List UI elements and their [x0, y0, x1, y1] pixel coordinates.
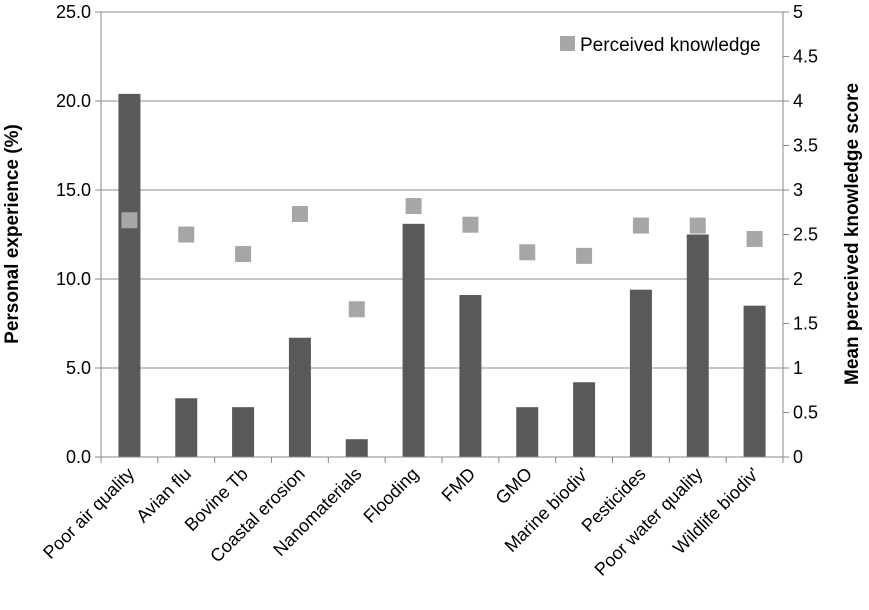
knowledge-point	[462, 216, 479, 233]
y-tick-label: 15.0	[56, 180, 91, 200]
bar-poor-water-quality	[686, 234, 709, 457]
y-axis-title: Personal experience (%)	[2, 124, 23, 344]
bar-pesticides	[629, 289, 652, 457]
y2-axis-title: Mean perceived knowledge score	[842, 83, 863, 385]
knowledge-point	[291, 206, 308, 223]
knowledge-markers	[121, 198, 763, 318]
bar-coastal-erosion	[288, 337, 311, 457]
knowledge-point	[235, 246, 252, 263]
y2-tick-label: 1	[793, 358, 803, 378]
y-tick-label: 20.0	[56, 91, 91, 111]
y-tick-label: 25.0	[56, 2, 91, 22]
bar-avian-flu	[175, 398, 198, 457]
y2-tick-label: 4	[793, 91, 803, 111]
y-tick-label: 5.0	[66, 358, 91, 378]
category-label: Poor water quality	[591, 464, 707, 580]
y-tick-label: 10.0	[56, 269, 91, 289]
y2-tick-label: 4.5	[793, 47, 818, 67]
bar-nanomaterials	[345, 439, 368, 457]
knowledge-point	[121, 212, 138, 229]
knowledge-point	[178, 226, 195, 243]
legend-label: Perceived knowledge	[580, 35, 761, 56]
y2-tick-label: 5	[793, 2, 803, 22]
bar-marine-biodiv	[573, 382, 596, 457]
bar-wildlife-biodiv	[743, 305, 766, 457]
y-tick-label: 0.0	[66, 447, 91, 467]
knowledge-point	[576, 247, 593, 264]
bar-bovine-tb	[232, 407, 255, 457]
bars	[118, 93, 766, 457]
category-label: Poor air quality	[39, 464, 138, 563]
category-label: GMO	[492, 464, 537, 509]
y2-tick-label: 3.5	[793, 136, 818, 156]
knowledge-point	[348, 301, 365, 318]
knowledge-point	[632, 217, 649, 234]
knowledge-point	[405, 198, 422, 215]
category-label: FMD	[438, 464, 480, 506]
y2-tick-label: 2.5	[793, 225, 818, 245]
bar-fmd	[459, 295, 482, 457]
bar-gmo	[516, 407, 539, 457]
gridlines	[101, 11, 783, 369]
y2-tick-label: 2	[793, 269, 803, 289]
y2-tick-label: 0	[793, 447, 803, 467]
legend-marker	[560, 36, 575, 51]
y2-tick-label: 1.5	[793, 314, 818, 334]
tick-labels: 0.0 5.0 10.0 15.0 20.0 25.0 0 0.5 1 1.5 2 2.5 3 3.5 4 4…	[56, 2, 818, 467]
y2-tick-label: 0.5	[793, 403, 818, 423]
axes	[100, 12, 784, 458]
bar-flooding	[402, 223, 425, 457]
category-label: Flooding	[359, 464, 422, 527]
knowledge-point	[746, 230, 763, 247]
bar-poor-air-quality	[118, 93, 141, 457]
legend: Perceived knowledge	[560, 35, 761, 56]
y2-tick-label: 3	[793, 180, 803, 200]
knowledge-point	[689, 217, 706, 234]
knowledge-point	[519, 244, 536, 261]
